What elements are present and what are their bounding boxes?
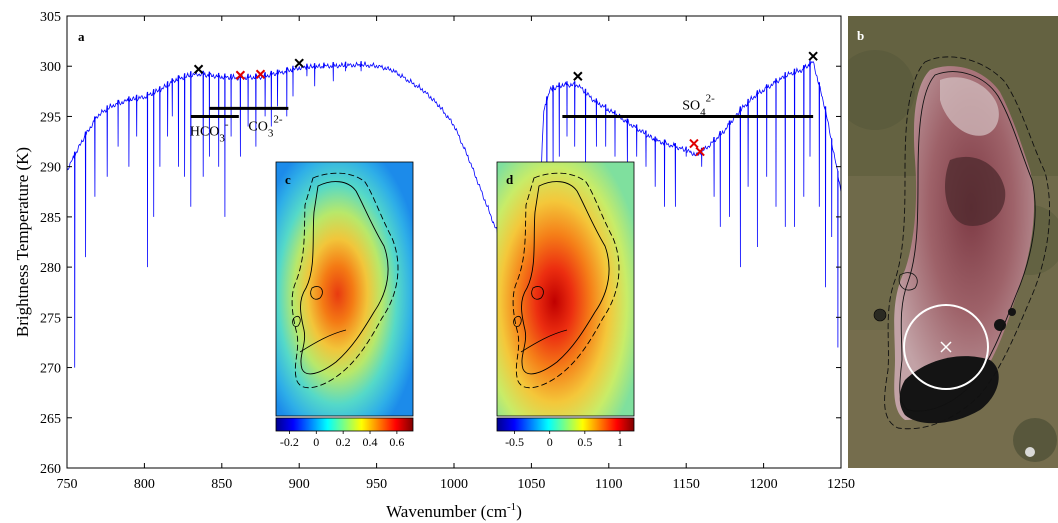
marker-cross <box>193 64 204 74</box>
panel-label-b: b <box>857 28 864 43</box>
x-axis-ticks: 750 800 850 900 950 1000 1050 1100 1150 1200 1250 <box>57 16 855 492</box>
colorbar-tick-label: -0.5 <box>505 435 524 449</box>
y-tick-label: 265 <box>40 412 61 427</box>
outline-dashed-d <box>512 172 620 389</box>
x-tick-label: 1100 <box>595 477 622 492</box>
y-tick-label: 285 <box>40 211 61 226</box>
colorbar-c <box>275 417 414 432</box>
heatmap-c <box>275 161 414 417</box>
band-label: SO42- <box>682 92 715 118</box>
band-layer: HCO3- CO32- SO42- <box>190 92 814 144</box>
x-tick-label: 750 <box>57 477 78 492</box>
outline-small-d <box>513 315 522 327</box>
marker-cross <box>689 138 699 149</box>
x-tick-label: 800 <box>134 477 155 492</box>
heatmap-d <box>496 161 635 417</box>
outline-inner-d <box>520 329 568 353</box>
marker-cross <box>808 51 818 61</box>
band-label: CO32- <box>248 113 282 139</box>
outline-small-c <box>292 315 301 327</box>
y-tick-label: 295 <box>40 110 61 125</box>
field-of-view-circle <box>903 304 989 390</box>
salt-lake <box>894 66 1035 420</box>
panel-label-c: c <box>285 172 291 187</box>
x-tick-label: 850 <box>211 477 232 492</box>
outline-islet-c <box>310 286 323 300</box>
marker-cross <box>294 58 304 68</box>
colorbar-tick-label: 0.4 <box>363 435 378 449</box>
x-tick-label: 900 <box>289 477 310 492</box>
colorbar-d <box>496 417 635 432</box>
y-tick-label: 270 <box>40 362 61 377</box>
inset-map-c: c -0.2 0 0.2 0.4 0.6 <box>275 161 414 449</box>
colorbar-c-ticks: -0.2 0 0.2 0.4 0.6 <box>280 431 404 449</box>
inset-map-d: d -0.5 0 0.5 1 <box>496 161 635 449</box>
panel-label-d: d <box>506 172 514 187</box>
x-tick-label: 1150 <box>672 477 699 492</box>
y-axis-label: Brightness Temperature (K) <box>13 147 32 337</box>
y-axis-ticks: 260 265 270 275 280 285 290 295 300 305 <box>40 10 841 477</box>
marker-layer <box>193 51 818 157</box>
outline-dashed-b <box>884 56 1051 430</box>
y-tick-label: 300 <box>40 60 61 75</box>
satellite-image-panel: b <box>848 16 1058 468</box>
marker-cross <box>235 70 246 80</box>
colorbar-tick-label: -0.2 <box>280 435 299 449</box>
marker-cross <box>255 69 266 79</box>
colorbar-tick-label: 0 <box>547 435 553 449</box>
outline-solid-d <box>521 181 610 375</box>
x-tick-label: 1200 <box>750 477 778 492</box>
colorbar-tick-label: 0.5 <box>577 435 592 449</box>
band-label: HCO3- <box>190 118 229 144</box>
outline-islet-d <box>531 286 544 300</box>
panel-label-a: a <box>78 29 85 44</box>
x-tick-label: 1000 <box>440 477 468 492</box>
y-tick-label: 275 <box>40 311 61 326</box>
x-tick-label: 1050 <box>517 477 545 492</box>
outline-dashed-c <box>291 172 399 389</box>
colorbar-tick-label: 0.6 <box>389 435 404 449</box>
colorbar-tick-label: 0 <box>313 435 319 449</box>
y-tick-label: 290 <box>40 161 61 176</box>
spectrum-panel: HCO3- CO32- SO42- 750 800 850 900 950 1000 1050 1… <box>13 10 855 521</box>
colorbar-tick-label: 1 <box>617 435 623 449</box>
outline-solid-b <box>899 71 1036 412</box>
y-tick-label: 305 <box>40 10 61 25</box>
marker-cross <box>695 146 705 157</box>
x-axis-label: Wavenumber (cm-1) <box>386 501 522 521</box>
colorbar-d-ticks: -0.5 0 0.5 1 <box>505 431 623 449</box>
marker-cross <box>573 71 583 81</box>
outline-solid-c <box>300 181 389 375</box>
y-tick-label: 280 <box>40 261 61 276</box>
center-cross-icon <box>940 341 952 353</box>
x-tick-label: 950 <box>366 477 387 492</box>
spectrum-layer <box>67 60 841 368</box>
x-tick-label: 1250 <box>827 477 855 492</box>
spectrum-line <box>67 60 841 368</box>
y-tick-label: 260 <box>40 462 61 477</box>
colorbar-tick-label: 0.2 <box>336 435 351 449</box>
outline-inner-c <box>299 329 347 353</box>
